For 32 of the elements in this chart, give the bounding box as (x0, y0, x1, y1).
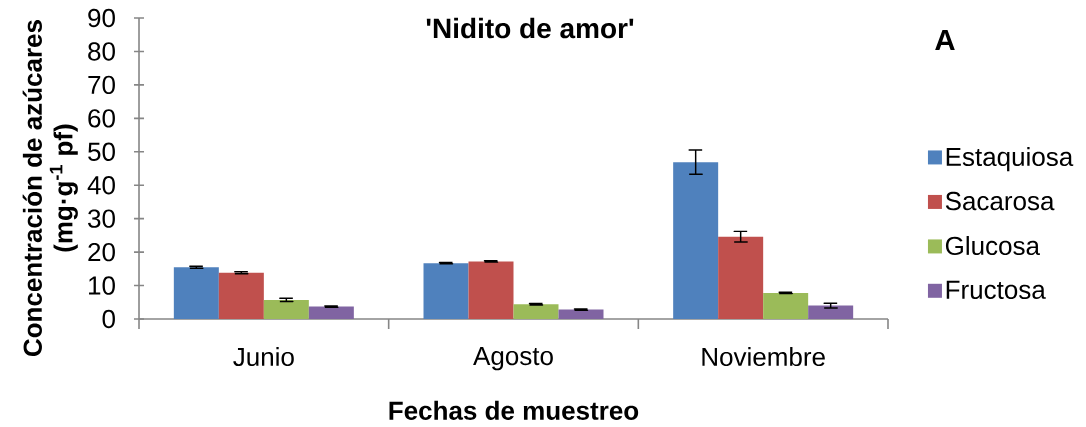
y-tick-label: 10 (89, 276, 115, 295)
y-tick-label: 70 (88, 75, 115, 95)
y-tick-label: 90 (88, 8, 115, 28)
x-tick-label: Junio (233, 347, 294, 367)
legend-label: Estaquiosa (946, 147, 1074, 172)
bar (558, 309, 604, 319)
bar (263, 299, 309, 319)
bar (513, 304, 559, 319)
bar (718, 236, 764, 319)
bar (423, 263, 469, 319)
bar (173, 267, 219, 319)
x-tick-label: Noviembre (702, 347, 825, 367)
bar (808, 305, 854, 319)
y-tick-label: 0 (102, 309, 115, 329)
bar (218, 272, 264, 319)
y-tick-label: 80 (88, 42, 115, 61)
legend-label: Glucosa (945, 236, 1040, 256)
bar (673, 162, 719, 319)
y-tick-label: 50 (88, 142, 115, 161)
x-axis-title: Fechas de muestreo (389, 400, 639, 420)
legend-label: Sacarosa (945, 191, 1055, 211)
x-tick-label: Agosto (473, 347, 553, 371)
y-tick-label: 60 (88, 109, 115, 128)
y-tick-label: 30 (88, 209, 115, 228)
chart-title: 'Nidito de amor' (426, 17, 634, 39)
bar (308, 306, 354, 319)
bar (468, 261, 514, 319)
legend-label: Fructosa (946, 280, 1046, 299)
text: A (935, 29, 955, 51)
y-tick-label: 40 (87, 176, 115, 195)
y-tick-label: 20 (88, 242, 115, 262)
bar (763, 292, 809, 319)
